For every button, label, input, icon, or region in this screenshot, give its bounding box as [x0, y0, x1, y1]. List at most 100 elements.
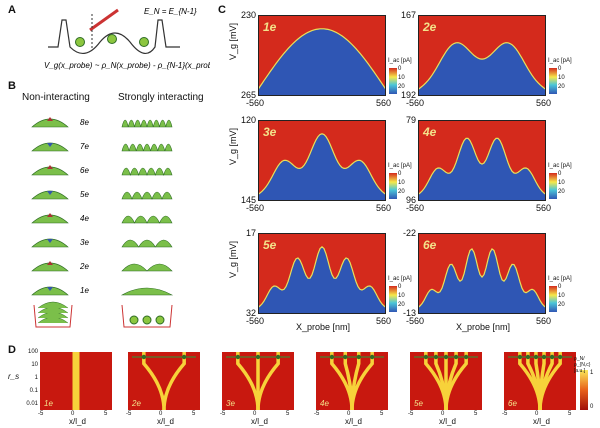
x-tick: -5 [408, 411, 414, 417]
x-tick: 5 [568, 411, 572, 417]
transition-line [418, 247, 546, 308]
panel-a-letter: A [8, 4, 16, 16]
spin-arrow [47, 287, 53, 291]
map-label: 6e [508, 399, 517, 408]
charge-map-1e: 1e [258, 15, 386, 96]
electron-dot [517, 354, 523, 360]
electron-dot [557, 354, 563, 360]
colorbar-label: I_ac [pA] [548, 276, 572, 282]
x-tick-right: 560 [376, 203, 392, 213]
electron-dot [235, 354, 241, 360]
panel-d: 1e -5 0 5 x/l_d 2e -5 0 5 x/l_d 3e -5 0 5 x/l_d 4e -5 0 5 x… [0, 340, 600, 428]
level-bump [37, 301, 69, 309]
electron-count-label: 7e [80, 142, 89, 151]
colorbar-tick: 0 [558, 66, 562, 72]
spin-arrow [47, 239, 53, 243]
colorbar-gradient [389, 68, 397, 94]
colorbar-tick: 10 [398, 293, 405, 299]
spin-arrow [47, 191, 53, 195]
y-tick: 100 [27, 349, 38, 355]
map-label: 3e [226, 399, 235, 408]
y-axis-label: V_g [mV] [228, 240, 238, 278]
map-label: 3e [263, 125, 277, 139]
colorbar-tick: 20 [398, 189, 405, 195]
density-bump-strong [121, 263, 173, 272]
colorbar-gradient [580, 370, 588, 410]
density-map-1e: 1e [40, 352, 112, 410]
colorbar-tick: 0 [558, 171, 562, 177]
x-tick: 5 [286, 411, 290, 417]
x-tick: -5 [126, 411, 132, 417]
y-tick: 0.1 [29, 388, 38, 394]
electron-dot [549, 354, 555, 360]
spin-arrow [47, 261, 53, 265]
y-tick-bottom: 145 [240, 195, 256, 205]
colorbar-label: ρ_N/ρ_{N,c} [a.u.] [574, 356, 591, 374]
density-bump-non [31, 118, 69, 128]
colorbar-tick: 10 [558, 75, 565, 81]
well-non [33, 304, 73, 328]
density-bump-non [31, 214, 69, 224]
colorbar-gradient [389, 173, 397, 199]
colorbar [549, 173, 557, 199]
x-tick: 0 [441, 411, 445, 417]
colorbar-gradient [549, 286, 557, 312]
colorbar-tick: 20 [558, 84, 565, 90]
density-bump-non [31, 166, 69, 176]
density-bump-strong [120, 287, 174, 296]
panel-c: 1e 230 265 -560 560 I_ac [pA] 0 10 20 2e 167 192 -56… [228, 10, 572, 332]
y-tick-top: 79 [405, 115, 416, 125]
colorbar-label: I_ac [pA] [548, 163, 572, 169]
panel-b-letter: B [8, 80, 16, 92]
panel-d-letter: D [8, 344, 16, 356]
map-blue-region [418, 138, 546, 201]
colorbar-gradient [549, 173, 557, 199]
colorbar-tick: 0 [398, 284, 402, 290]
map-blue-region [418, 42, 546, 96]
colorbar [389, 286, 397, 312]
electron-dot [75, 37, 85, 47]
electron-dot [463, 354, 469, 360]
electron-count-label: 2e [79, 262, 89, 271]
well-strong [121, 304, 173, 328]
y-tick-bottom: -13 [402, 308, 416, 318]
charge-map-6e: 6e [418, 233, 546, 314]
x-tick-left: -560 [406, 203, 425, 213]
x-axis-label: X_probe [nm] [296, 322, 351, 332]
colorbar-tick: 20 [558, 302, 565, 308]
electron-count-label: 4e [80, 214, 89, 223]
density-bump-strong [121, 143, 173, 152]
electron-dot [369, 354, 375, 360]
transition-line [258, 28, 386, 90]
y-axis-label: V_g [mV] [228, 22, 238, 60]
panel-a-schematic: E_N = E_{N-1} V_g(x_probe) ~ ρ_N(x_probe… [44, 7, 210, 70]
y-tick-bottom: 265 [240, 90, 256, 100]
col-non-interacting: Non-interacting [22, 92, 90, 103]
x-tick: 5 [380, 411, 384, 417]
x-tick-right: 560 [376, 98, 392, 108]
x-axis-label: x/l_d [345, 417, 362, 426]
electron-count-label: 3e [80, 238, 89, 247]
map-frame [418, 233, 546, 314]
x-tick: 5 [104, 411, 108, 417]
x-tick-left: -560 [246, 98, 265, 108]
map-label: 6e [423, 238, 437, 252]
y-tick: 1 [34, 375, 38, 381]
colorbar-gradient [389, 286, 397, 312]
density-bump-strong [121, 167, 173, 177]
x-tick: 0 [253, 411, 257, 417]
map-blue-region [258, 246, 386, 314]
y-tick-bottom: 32 [245, 308, 256, 318]
transition-line [418, 137, 546, 195]
transition-line [258, 133, 386, 195]
x-axis-label: x/l_d [533, 417, 550, 426]
electron-count-label: 5e [80, 190, 89, 199]
map-label: 2e [422, 20, 437, 34]
transition-line [418, 42, 546, 90]
colorbar-tick: 10 [398, 180, 405, 186]
panel-b-diagram: 8e 7e 6e 5e 4e 3e 2e 1e [31, 117, 174, 328]
y-tick-top: 230 [240, 10, 256, 20]
colorbar-tick: 0 [558, 284, 562, 290]
probe-tip [89, 8, 119, 32]
y-tick-top: 17 [245, 228, 256, 238]
